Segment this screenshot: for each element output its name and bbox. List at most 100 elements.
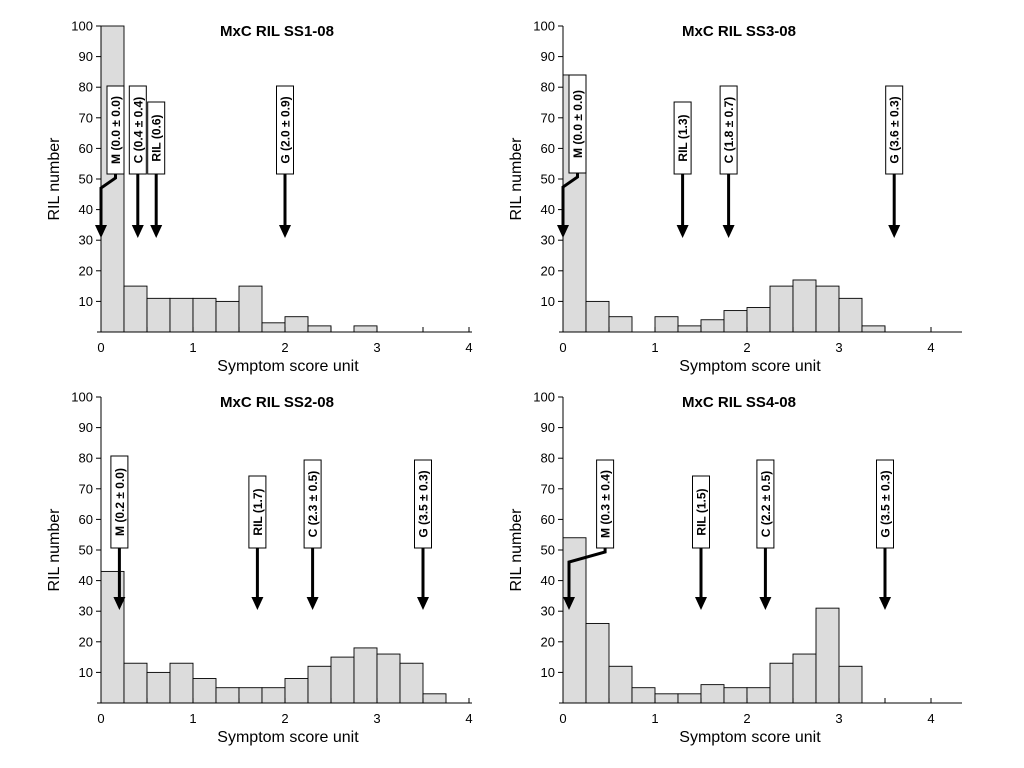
chart-panel-4: 10 20 30 40 50 60 70 80 90 100 0 1 2 3 4 Symptom score … <box>508 390 962 746</box>
x-tick-label: 4 <box>927 711 934 726</box>
y-tick-label: 70 <box>541 481 555 496</box>
annotation-marker: C (2.3 ± 0.5) <box>303 459 322 610</box>
arrow-head-icon <box>722 225 735 238</box>
histogram-bar <box>192 678 217 704</box>
histogram-bar <box>723 310 748 333</box>
histogram-bar <box>815 607 840 704</box>
y-axis-label: RIL number <box>508 137 525 221</box>
histogram-bar <box>284 316 309 333</box>
arrow-head-icon <box>150 225 163 238</box>
annotation-label: G (3.6 ± 0.3) <box>888 96 902 163</box>
x-tick-label: 3 <box>835 711 842 726</box>
y-tick-label: 60 <box>541 141 555 156</box>
x-tick-label: 0 <box>97 711 104 726</box>
arrow-head-icon <box>695 597 707 610</box>
y-tick-label: 90 <box>541 420 555 435</box>
histogram-bar <box>608 316 633 333</box>
annotation-marker: C (0.4 ± 0.4) <box>128 85 147 238</box>
annotation-label: RIL (1.5) <box>695 488 709 535</box>
x-tick-label: 1 <box>651 711 658 726</box>
y-tick-label: 30 <box>541 604 555 619</box>
annotation-marker: RIL (1.3) <box>673 101 692 238</box>
annotation-marker: G (3.5 ± 0.3) <box>876 459 894 610</box>
histogram-bar <box>261 322 286 333</box>
histogram-bar <box>769 285 794 333</box>
histogram-bar <box>700 684 725 704</box>
histogram-bar <box>792 653 817 704</box>
x-axis-label: Symptom score unit <box>679 358 821 375</box>
y-tick-label: 50 <box>79 543 93 558</box>
arrow-head-icon <box>113 597 126 610</box>
annotation-marker: RIL (1.7) <box>248 475 267 610</box>
arrow-head-icon <box>306 597 319 610</box>
annotation-marker: M (0.2 ± 0.0) <box>110 455 129 610</box>
histogram-bar <box>838 665 863 704</box>
y-tick-label: 70 <box>541 110 555 125</box>
y-axis-label: RIL number <box>46 137 63 221</box>
y-tick-label: 50 <box>79 172 93 187</box>
histogram-bar <box>123 662 148 704</box>
histogram-bar <box>169 662 194 704</box>
histogram-bar <box>631 687 656 704</box>
annotation-label: M (0.0 ± 0.0) <box>109 96 123 164</box>
annotation-label: RIL (1.3) <box>676 114 690 161</box>
y-tick-label: 10 <box>79 665 93 680</box>
histogram-bar <box>585 300 610 333</box>
y-axis-label: RIL number <box>508 508 525 592</box>
arrow-head-icon <box>888 225 901 238</box>
annotation-label: M (0.0 ± 0.0) <box>571 90 585 158</box>
histogram-bar <box>769 662 794 704</box>
arrow-head-icon <box>251 597 264 610</box>
x-tick-label: 0 <box>559 711 566 726</box>
histogram-bar <box>838 297 863 333</box>
y-tick-label: 30 <box>79 604 93 619</box>
chart-panel-3: 10 20 30 40 50 60 70 80 90 100 0 1 2 3 4 Symptom score … <box>46 390 473 747</box>
annotation-marker: G (3.6 ± 0.3) <box>885 85 904 238</box>
x-tick-label: 1 <box>189 711 196 726</box>
histogram-bar <box>654 693 679 704</box>
annotation-arrow <box>567 548 607 598</box>
annotation-label: M (0.2 ± 0.0) <box>113 468 127 536</box>
histogram-bar <box>376 653 401 704</box>
histogram-bar <box>585 622 610 704</box>
histogram-bar <box>307 665 332 704</box>
y-tick-label: 80 <box>79 80 93 95</box>
histogram-bar <box>677 693 702 704</box>
x-tick-label: 0 <box>97 340 104 355</box>
y-tick-label: 20 <box>79 634 93 649</box>
y-tick-label: 90 <box>541 49 555 64</box>
x-tick-label: 2 <box>743 340 750 355</box>
x-tick-label: 2 <box>743 711 750 726</box>
annotation-label: C (2.3 ± 0.5) <box>306 471 320 538</box>
x-tick-label: 2 <box>281 711 288 726</box>
y-tick-label: 60 <box>79 512 93 527</box>
histogram-bar <box>238 687 263 704</box>
chart-panel-1: 10 20 30 40 50 60 70 80 90 100 0 1 2 3 4 Symptom score … <box>46 19 473 376</box>
x-tick-label: 4 <box>465 711 472 726</box>
y-tick-label: 80 <box>79 451 93 466</box>
y-tick-label: 100 <box>71 19 93 34</box>
x-tick-label: 4 <box>927 340 934 355</box>
y-tick-label: 60 <box>79 141 93 156</box>
x-tick-label: 3 <box>373 711 380 726</box>
x-tick-label: 0 <box>559 340 566 355</box>
y-tick-label: 70 <box>79 481 93 496</box>
y-tick-label: 40 <box>79 202 93 217</box>
y-axis-label: RIL number <box>46 508 63 592</box>
histogram-bar <box>215 687 240 704</box>
histogram-bar <box>562 537 587 704</box>
histogram-bar <box>238 285 263 333</box>
arrow-head-icon <box>95 225 107 238</box>
y-tick-label: 30 <box>79 233 93 248</box>
y-tick-label: 30 <box>541 233 555 248</box>
histogram-bar <box>861 325 886 333</box>
histogram-bar <box>723 687 748 704</box>
y-tick-label: 100 <box>71 390 93 405</box>
y-tick-label: 60 <box>541 512 555 527</box>
annotation-label: G (3.5 ± 0.3) <box>417 470 431 537</box>
chart-title: MxC RIL SS4-08 <box>682 394 796 411</box>
annotation-label: RIL (0.6) <box>150 114 164 161</box>
chart-title: MxC RIL SS2-08 <box>220 394 334 411</box>
histogram-bar <box>746 687 771 704</box>
